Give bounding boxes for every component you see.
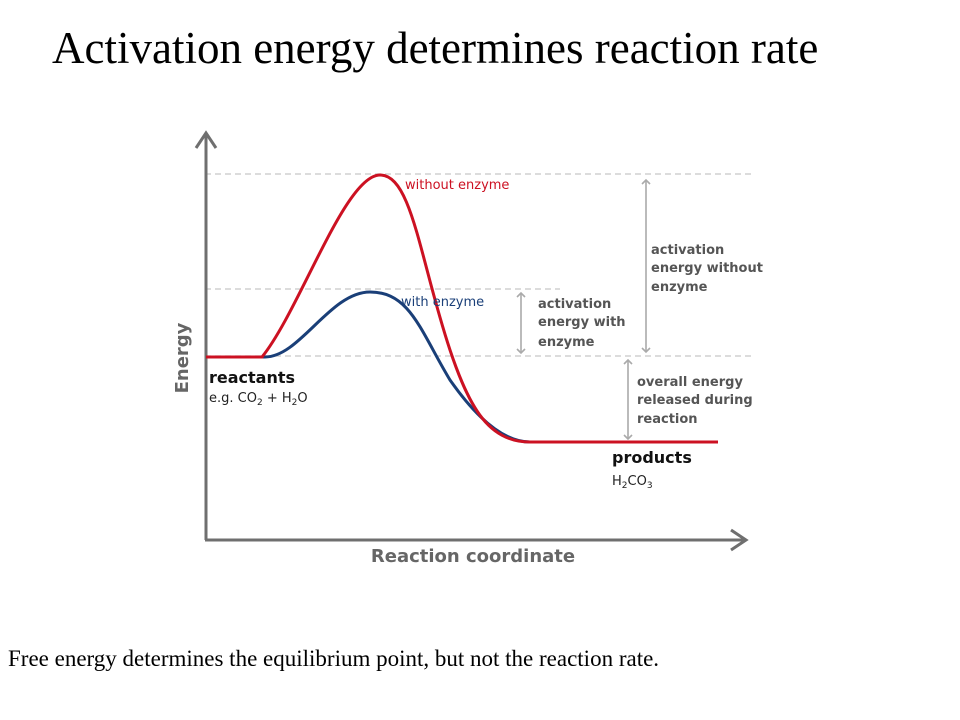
x-axis-arrowhead	[730, 528, 749, 552]
x-axis-label: Reaction coordinate	[371, 546, 575, 567]
label-with-enzyme: with enzyme	[401, 295, 484, 310]
reactants-example-mid: + H	[263, 391, 292, 406]
reactants-label: reactants	[209, 368, 295, 387]
annotation-activation-without-line1: activation	[651, 243, 724, 258]
annotation-overall-released-line1: overall energy	[637, 375, 743, 390]
reactants-example-sub2: 2	[292, 398, 298, 408]
annotation-activation-with-line3: enzyme	[538, 335, 595, 350]
annotation-overall-released: overall energy released during reaction	[637, 375, 757, 427]
annotation-activation-with-line1: activation	[538, 297, 611, 312]
y-axis-arrowhead	[194, 130, 218, 149]
annotation-overall-released-line2: released during	[637, 393, 753, 408]
products-formula: H2CO3	[612, 474, 653, 491]
slide-caption: Free energy determines the equilibrium p…	[8, 646, 660, 671]
annotation-activation-without-line3: enzyme	[651, 280, 708, 295]
label-without-enzyme: without enzyme	[405, 178, 509, 193]
products-label: products	[612, 448, 692, 467]
slide-title: Activation energy determines reaction ra…	[52, 23, 819, 73]
y-axis-label: Energy	[172, 322, 193, 393]
reactants-example-sub1: 2	[257, 398, 263, 408]
products-formula-sub1: 2	[622, 481, 628, 491]
products-formula-sub2: 3	[647, 481, 653, 491]
reactants-example-prefix: e.g. CO	[209, 391, 257, 406]
annotation-overall-released-line3: reaction	[637, 412, 698, 427]
curve-without-enzyme	[206, 173, 718, 444]
reactants-example: e.g. CO2 + H2O	[209, 391, 308, 408]
annotation-activation-with-line2: energy with	[538, 315, 626, 330]
annotation-activation-without: activation energy without enzyme	[651, 243, 767, 295]
products-formula-co: CO	[628, 474, 647, 489]
products-formula-h: H	[612, 474, 622, 489]
annotation-activation-without-line2: energy without	[651, 261, 763, 276]
annotation-activation-with: activation energy with enzyme	[538, 297, 630, 350]
reactants-example-suffix: O	[297, 391, 307, 406]
